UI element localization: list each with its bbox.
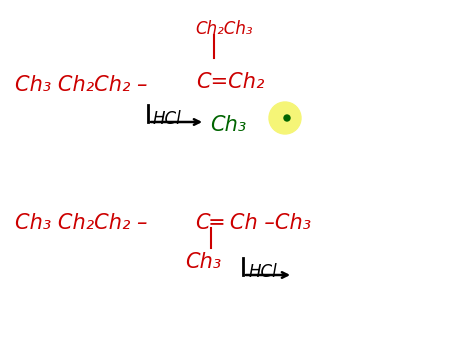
Text: Ch₃ Ch₂Ch₂ –: Ch₃ Ch₂Ch₂ – [15, 213, 147, 233]
Text: C═ Ch –Ch₃: C═ Ch –Ch₃ [196, 213, 311, 233]
Text: HCl: HCl [153, 110, 182, 128]
Circle shape [269, 102, 301, 134]
Text: Ch₃ Ch₂Ch₂ –: Ch₃ Ch₂Ch₂ – [15, 75, 147, 95]
Text: C=Ch₂: C=Ch₂ [196, 72, 264, 92]
Text: C: C [268, 110, 283, 130]
Text: Ch₃: Ch₃ [210, 115, 246, 135]
Text: HCl: HCl [249, 263, 278, 281]
Text: Ch₃: Ch₃ [185, 252, 221, 272]
Circle shape [284, 115, 290, 121]
Text: Ch₂Ch₃: Ch₂Ch₃ [195, 20, 253, 38]
